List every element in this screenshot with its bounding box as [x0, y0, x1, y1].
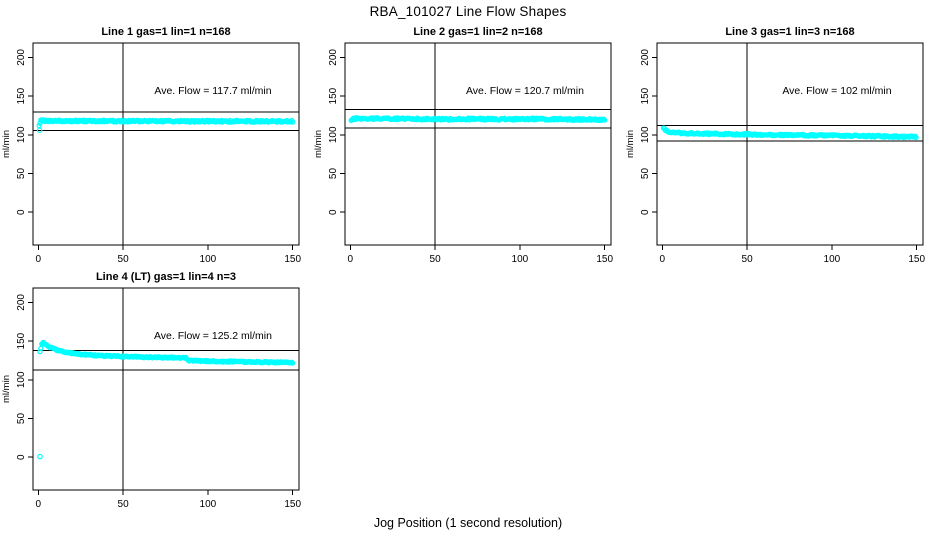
data-points — [660, 125, 919, 141]
reference-lines — [33, 43, 299, 245]
subplot-svg: 0 50 100 150 0 50 100 150 200 Line 2 gas=1 lin=2 … — [313, 26, 614, 265]
y-tick-label: 150 — [640, 87, 651, 104]
data-points — [348, 115, 608, 124]
y-tick-label: 100 — [16, 371, 27, 388]
y-tick-label: 200 — [640, 49, 651, 66]
axis-ticks: 0 50 100 150 0 50 100 150 200 — [640, 49, 926, 265]
y-axis-label: ml/min — [313, 130, 324, 158]
subplot-svg: 0 50 100 150 0 50 100 150 200 Line 3 gas=1 lin=3 … — [625, 26, 926, 265]
axis-ticks: 0 50 100 150 0 50 100 150 200 — [16, 294, 302, 510]
subplot-title: Line 1 gas=1 lin=1 n=168 — [101, 26, 230, 38]
y-tick-label: 0 — [640, 209, 651, 215]
subplot-title: Line 3 gas=1 lin=3 n=168 — [725, 26, 854, 38]
ave-flow-annotation: Ave. Flow = 125.2 ml/min — [154, 330, 272, 342]
y-tick-label: 150 — [16, 332, 27, 349]
subplot-line-1: 0 50 100 150 0 50 100 150 200 Line 1 gas=1 lin=1 … — [0, 20, 312, 265]
y-tick-label: 200 — [16, 294, 27, 311]
ave-flow-annotation: Ave. Flow = 117.7 ml/min — [154, 85, 271, 97]
y-tick-label: 100 — [640, 126, 651, 143]
reference-lines — [657, 43, 923, 245]
x-tick-label: 100 — [512, 254, 529, 265]
plot-box — [32, 287, 300, 491]
subplot-line-2: 0 50 100 150 0 50 100 150 200 Line 2 gas=1 lin=2 … — [312, 20, 624, 265]
plot-box — [656, 42, 924, 246]
data-points — [37, 339, 296, 460]
y-tick-label: 50 — [16, 168, 27, 180]
x-axis-label: Jog Position (1 second resolution) — [373, 516, 563, 530]
axis-ticks: 0 50 100 150 0 50 100 150 200 — [16, 49, 302, 265]
figure-title: RBA_101027 Line Flow Shapes — [369, 4, 567, 19]
x-tick-label: 0 — [347, 254, 353, 265]
y-tick-label: 100 — [16, 126, 27, 143]
y-tick-label: 50 — [328, 168, 339, 180]
y-tick-label: 0 — [16, 454, 27, 460]
x-tick-label: 0 — [35, 254, 41, 265]
x-tick-label: 0 — [659, 254, 665, 265]
x-tick-label: 50 — [742, 254, 754, 265]
subplot-line-4: 0 50 100 150 0 50 100 150 200 Line 4 (LT) gas=1 l… — [0, 265, 312, 510]
y-tick-label: 100 — [328, 126, 339, 143]
x-tick-label: 150 — [284, 254, 301, 265]
outlier-point — [37, 453, 43, 460]
x-tick-label: 150 — [908, 254, 925, 265]
subplot-title: Line 4 (LT) gas=1 lin=4 n=3 — [96, 271, 236, 283]
reference-lines — [345, 43, 611, 245]
x-tick-label: 150 — [284, 499, 301, 510]
subplot-line-3: 0 50 100 150 0 50 100 150 200 Line 3 gas=1 lin=3 … — [624, 20, 936, 265]
ave-flow-annotation: Ave. Flow = 102 ml/min — [782, 85, 891, 97]
x-tick-label: 100 — [200, 499, 217, 510]
y-tick-label: 200 — [16, 49, 27, 66]
ave-flow-annotation: Ave. Flow = 120.7 ml/min — [466, 85, 584, 97]
reference-lines — [33, 288, 299, 490]
y-tick-label: 50 — [640, 168, 651, 180]
subplot-title: Line 2 gas=1 lin=2 n=168 — [413, 26, 542, 38]
x-tick-label: 50 — [430, 254, 442, 265]
subplot-svg: 0 50 100 150 0 50 100 150 200 Line 1 gas=1 lin=1 … — [1, 26, 302, 265]
x-tick-label: 0 — [35, 499, 41, 510]
subplot-svg: 0 50 100 150 0 50 100 150 200 Line 4 (LT) gas=1 l… — [1, 271, 302, 510]
y-tick-label: 200 — [328, 49, 339, 66]
x-tick-label: 50 — [118, 254, 130, 265]
y-tick-label: 0 — [16, 209, 27, 215]
x-tick-label: 150 — [596, 254, 613, 265]
x-tick-label: 100 — [824, 254, 841, 265]
data-points — [36, 117, 296, 134]
y-axis-label: ml/min — [1, 375, 12, 403]
y-tick-label: 150 — [328, 87, 339, 104]
y-axis-label: ml/min — [625, 130, 636, 158]
plot-box — [32, 42, 300, 246]
outlier-point — [36, 127, 43, 134]
axis-ticks: 0 50 100 150 0 50 100 150 200 — [328, 49, 614, 265]
y-axis-label: ml/min — [1, 130, 12, 158]
x-tick-label: 50 — [118, 499, 130, 510]
x-tick-label: 100 — [200, 254, 217, 265]
y-tick-label: 50 — [16, 413, 27, 425]
y-tick-label: 0 — [328, 209, 339, 215]
y-tick-label: 150 — [16, 87, 27, 104]
plot-box — [344, 42, 612, 246]
